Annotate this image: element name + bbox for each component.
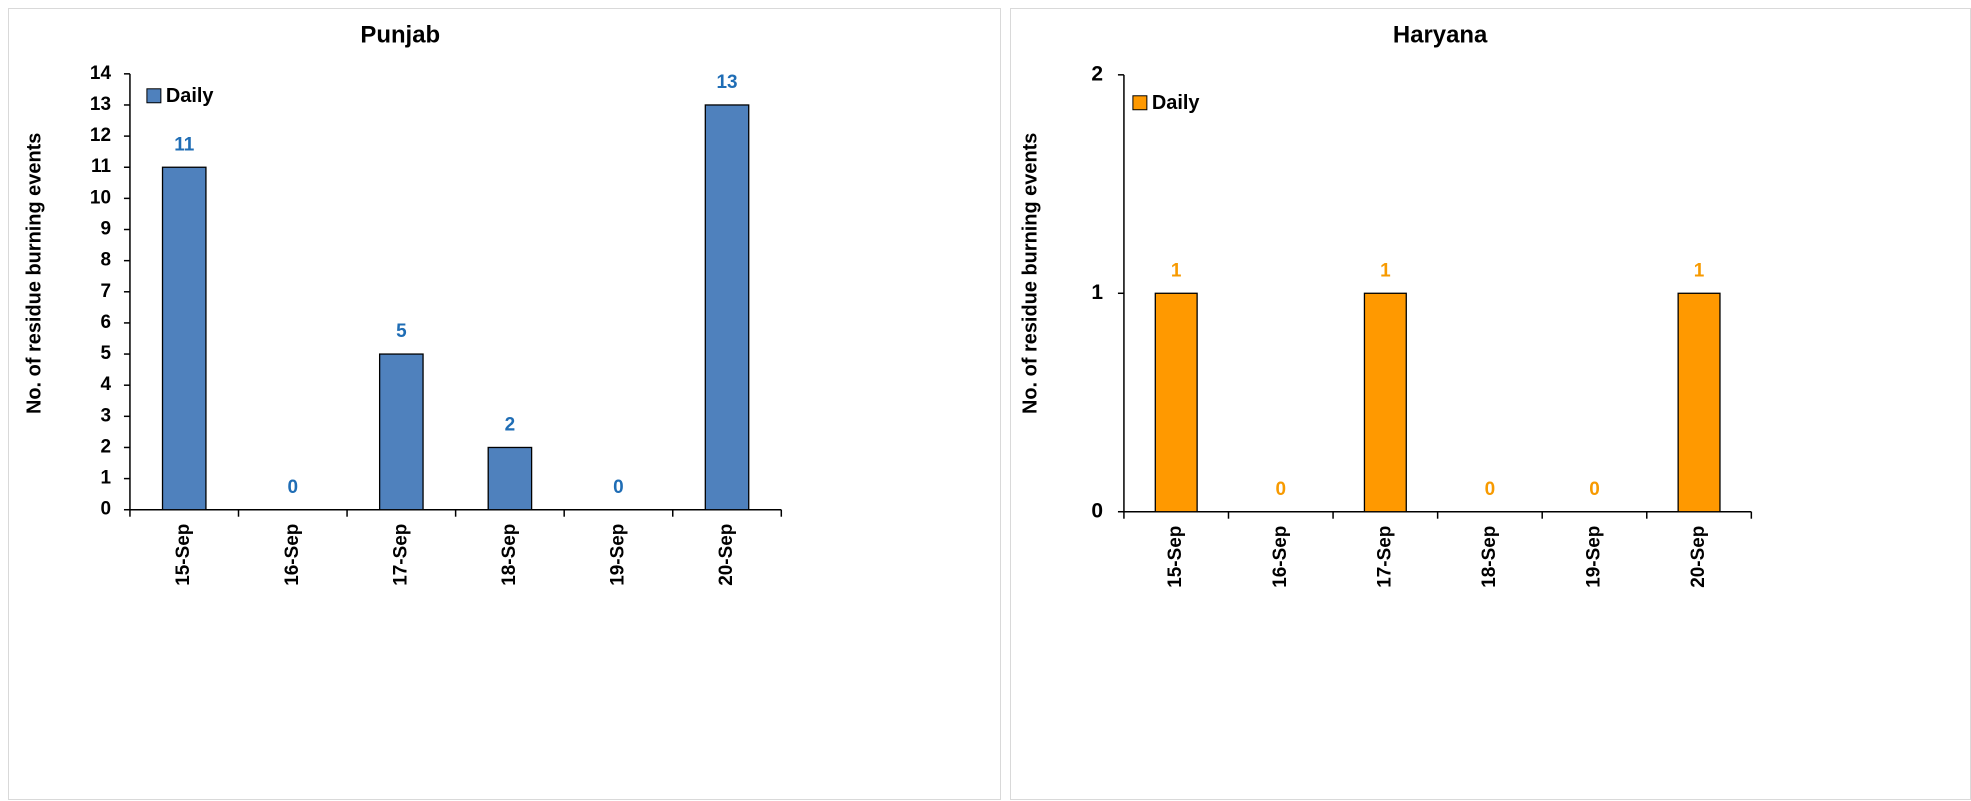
bar-17-Sep: [378, 353, 424, 511]
y-tick-label: 13: [90, 94, 111, 115]
x-tick-label: 17-Sep: [390, 524, 411, 586]
data-label: 2: [505, 415, 516, 436]
data-label: 13: [716, 72, 737, 93]
data-label: 0: [1485, 479, 1496, 500]
data-label: 0: [613, 477, 624, 498]
x-tick-label: 20-Sep: [716, 524, 737, 586]
x-tick-label: 20-Sep: [1688, 526, 1709, 588]
legend-swatch: [1132, 95, 1148, 111]
y-tick-label: 8: [100, 250, 111, 271]
data-label: 11: [174, 134, 194, 155]
x-tick-label: 16-Sep: [282, 524, 303, 586]
y-tick-label: 12: [90, 125, 111, 146]
bar-20-Sep: [1677, 292, 1721, 513]
bar-15-Sep: [1154, 292, 1198, 513]
data-label: 0: [288, 477, 299, 498]
chart-svg-haryana: Haryana No. of residue burning events 0 1 2 1…: [1019, 21, 1753, 588]
y-tick-label: 3: [100, 405, 111, 426]
chart-title: Haryana: [1393, 21, 1488, 48]
data-label: 0: [1589, 479, 1600, 500]
x-tick-label: 15-Sep: [173, 524, 194, 586]
y-tick-label: 1: [1091, 281, 1103, 304]
y-tick-label: 6: [100, 312, 111, 333]
y-tick-label: 0: [100, 499, 111, 520]
chart-title: Punjab: [360, 21, 440, 48]
x-tick-label: 15-Sep: [1165, 526, 1186, 588]
y-tick-label: 7: [100, 281, 111, 302]
chart-panel-punjab: Punjab No. of residue burning events 0 1 2 3 4…: [8, 8, 1001, 800]
x-tick-label: 18-Sep: [499, 524, 520, 586]
y-tick-label: 10: [90, 187, 111, 208]
data-label: 5: [396, 321, 407, 342]
legend-label: Daily: [166, 85, 214, 107]
y-axis-label: No. of residue burning events: [23, 133, 45, 414]
y-tick-label: 5: [100, 343, 111, 364]
y-tick-label: 0: [1091, 499, 1103, 522]
y-axis-label: No. of residue burning events: [1019, 133, 1041, 414]
x-tick-label: 17-Sep: [1374, 526, 1395, 588]
x-tick-label: 19-Sep: [607, 524, 628, 586]
y-tick-label: 2: [100, 436, 111, 457]
y-tick-label: 11: [91, 156, 111, 177]
bar-20-Sep: [704, 104, 750, 511]
data-label: 1: [1694, 260, 1705, 281]
x-tick-label: 18-Sep: [1479, 526, 1500, 588]
y-tick-label: 2: [1091, 62, 1103, 85]
data-label: 1: [1380, 260, 1391, 281]
y-tick-label: 4: [100, 374, 111, 395]
bar-18-Sep: [487, 446, 533, 511]
y-tick-label: 14: [90, 63, 112, 84]
bar-17-Sep: [1363, 292, 1407, 513]
y-tick-label: 1: [100, 468, 111, 489]
data-label: 1: [1171, 260, 1182, 281]
legend-swatch: [146, 88, 162, 104]
data-label: 0: [1276, 479, 1287, 500]
legend-label: Daily: [1152, 92, 1200, 114]
bar-15-Sep: [161, 166, 207, 511]
y-tick-label: 9: [100, 219, 111, 240]
x-tick-label: 19-Sep: [1583, 526, 1604, 588]
chart-panel-haryana: Haryana No. of residue burning events 0 1 2 1…: [1010, 8, 1971, 800]
x-tick-label: 16-Sep: [1270, 526, 1291, 588]
